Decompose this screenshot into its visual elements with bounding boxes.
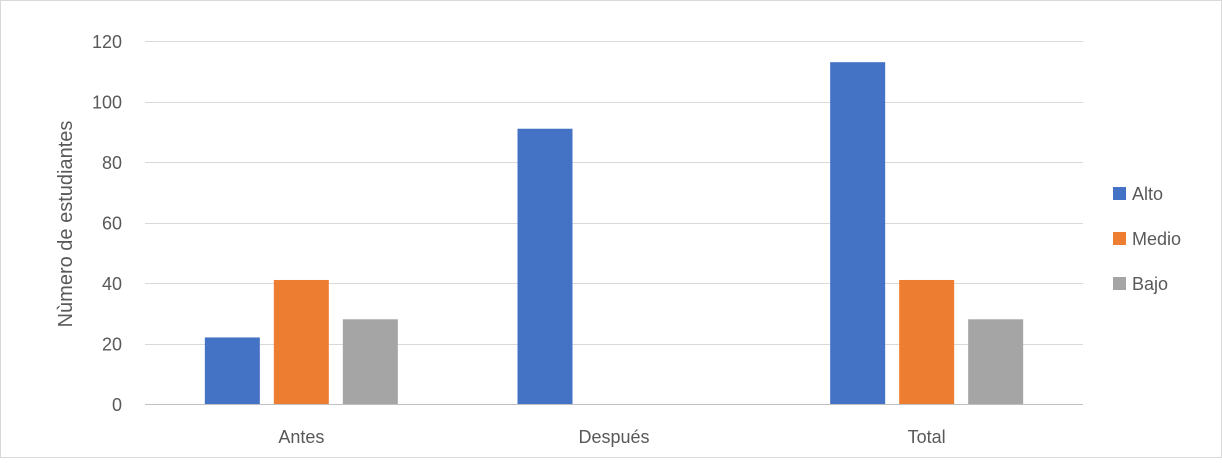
y-tick-label: 0 xyxy=(112,395,122,415)
bar-medio-antes xyxy=(273,279,329,404)
y-axis-label: Nùmero de estudiantes xyxy=(55,121,77,328)
y-tick-label: 100 xyxy=(92,93,122,113)
legend-swatch-alto xyxy=(1113,187,1126,200)
x-tick-label: Después xyxy=(578,427,649,447)
y-tick-label: 40 xyxy=(102,274,122,294)
x-tick-label: Antes xyxy=(278,427,324,447)
legend-label-medio: Medio xyxy=(1132,229,1181,249)
y-tick-label: 120 xyxy=(92,32,122,52)
bar-alto-total xyxy=(830,62,886,405)
legend: Alto Medio Bajo xyxy=(1113,184,1181,294)
legend-swatch-medio xyxy=(1113,232,1126,245)
x-axis-ticks: Antes Después Total xyxy=(278,427,945,447)
bar-medio-total xyxy=(899,279,955,404)
bars xyxy=(204,62,1024,405)
bar-alto-después xyxy=(517,128,573,404)
bar-bajo-antes xyxy=(342,319,398,404)
bar-alto-antes xyxy=(204,337,260,404)
y-tick-label: 60 xyxy=(102,214,122,234)
y-axis-ticks: 0 20 40 60 80 100 120 xyxy=(92,32,122,415)
y-tick-label: 80 xyxy=(102,153,122,173)
x-tick-label: Total xyxy=(908,427,946,447)
bar-bajo-total xyxy=(968,319,1024,404)
legend-swatch-bajo xyxy=(1113,277,1126,290)
legend-label-bajo: Bajo xyxy=(1132,274,1168,294)
legend-label-alto: Alto xyxy=(1132,184,1163,204)
y-tick-label: 20 xyxy=(102,335,122,355)
